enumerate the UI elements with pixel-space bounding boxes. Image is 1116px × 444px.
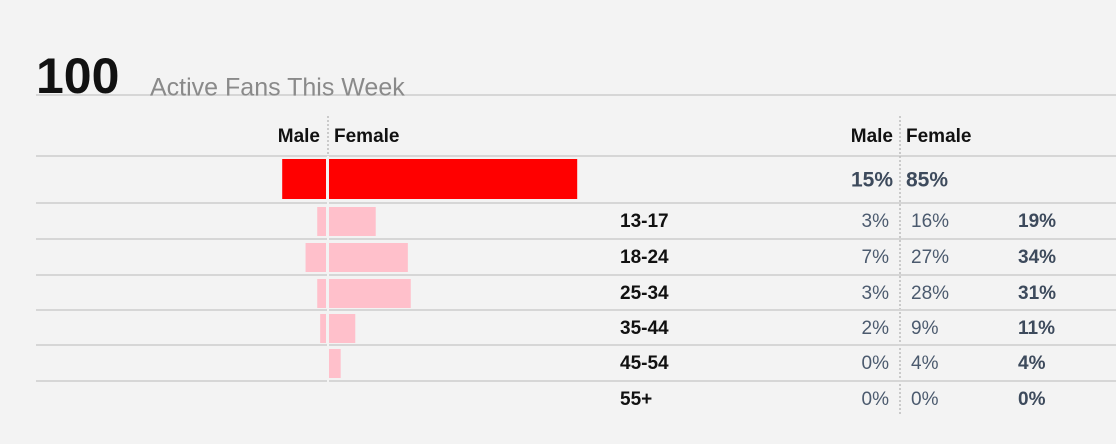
age-group: 18-24 xyxy=(620,247,669,268)
male-pct: 0% xyxy=(862,353,890,374)
female-bar xyxy=(329,159,578,199)
female-total: 85% xyxy=(906,169,948,192)
age-group: 13-17 xyxy=(620,211,669,232)
male-bar xyxy=(282,159,326,199)
total-pct: 11% xyxy=(1018,318,1055,339)
male-bar xyxy=(317,279,326,308)
total-pct: 0% xyxy=(1018,389,1046,410)
female-bar xyxy=(329,349,341,378)
male-pct: 7% xyxy=(862,247,890,268)
female-bar xyxy=(329,279,411,308)
male-header: Male xyxy=(278,126,320,147)
female-bar xyxy=(329,243,408,272)
total-pct: 4% xyxy=(1018,353,1046,374)
female-pct: 16% xyxy=(911,211,949,232)
male-pct: 2% xyxy=(862,318,890,339)
total-pct: 34% xyxy=(1018,247,1056,268)
female-pct: 28% xyxy=(911,283,949,304)
male-pct: 3% xyxy=(862,283,890,304)
female-pct: 9% xyxy=(911,318,939,339)
female-bar xyxy=(329,207,376,236)
male-header: Male xyxy=(851,126,893,147)
age-group: 55+ xyxy=(620,389,652,410)
female-bar xyxy=(329,314,356,343)
total-pct: 19% xyxy=(1018,211,1056,232)
male-pct: 3% xyxy=(862,211,890,232)
age-group: 25-34 xyxy=(620,283,669,304)
female-header: Female xyxy=(906,126,971,147)
fan-count: 100 xyxy=(36,48,119,104)
male-bar xyxy=(317,207,326,236)
male-bar xyxy=(305,243,326,272)
male-bar xyxy=(320,314,326,343)
male-total: 15% xyxy=(851,169,893,192)
age-group: 35-44 xyxy=(620,318,669,339)
male-pct: 0% xyxy=(862,389,890,410)
female-pct: 0% xyxy=(911,389,939,410)
age-group: 45-54 xyxy=(620,353,669,374)
fan-label: Active Fans This Week xyxy=(150,74,405,102)
female-header: Female xyxy=(334,126,399,147)
female-pct: 27% xyxy=(911,247,949,268)
female-pct: 4% xyxy=(911,353,939,374)
total-pct: 31% xyxy=(1018,283,1056,304)
